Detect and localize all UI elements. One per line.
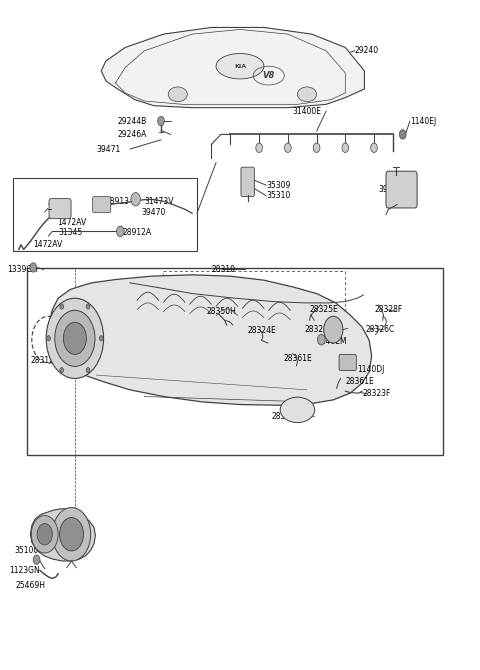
Circle shape	[52, 507, 91, 561]
Ellipse shape	[168, 87, 187, 102]
Circle shape	[46, 298, 104, 379]
Text: 29244B: 29244B	[118, 117, 147, 125]
Bar	[163, 271, 345, 338]
Text: 28910: 28910	[48, 204, 72, 212]
Text: 28324E: 28324E	[247, 326, 276, 336]
Circle shape	[324, 316, 343, 343]
Circle shape	[37, 523, 52, 545]
Text: 25469H: 25469H	[15, 581, 45, 590]
Text: 28323F: 28323F	[362, 389, 390, 399]
Text: 28326C: 28326C	[365, 325, 395, 334]
Circle shape	[30, 263, 36, 272]
Circle shape	[399, 130, 406, 139]
FancyBboxPatch shape	[93, 196, 111, 212]
Text: 31473V: 31473V	[144, 197, 174, 206]
Bar	[27, 268, 444, 456]
Ellipse shape	[280, 397, 315, 423]
FancyBboxPatch shape	[386, 172, 417, 208]
Circle shape	[60, 368, 64, 373]
Text: 28361E: 28361E	[345, 377, 374, 387]
Circle shape	[86, 368, 90, 373]
Circle shape	[47, 336, 50, 341]
Text: 28350H: 28350H	[206, 307, 236, 316]
Circle shape	[31, 515, 58, 553]
Text: 31345: 31345	[58, 228, 83, 237]
FancyBboxPatch shape	[241, 168, 254, 196]
Text: 28913: 28913	[106, 197, 130, 206]
Circle shape	[99, 336, 103, 341]
Polygon shape	[30, 509, 96, 561]
Text: 28327C: 28327C	[305, 325, 334, 334]
Text: 1140EJ: 1140EJ	[410, 117, 436, 125]
Text: 1339GA: 1339GA	[7, 265, 38, 274]
Text: 29240: 29240	[355, 46, 379, 56]
Ellipse shape	[298, 87, 317, 102]
Text: 31400E: 31400E	[293, 107, 322, 115]
Text: 35309: 35309	[266, 181, 291, 190]
Text: 39460V: 39460V	[379, 185, 408, 194]
Text: 1123GN: 1123GN	[9, 566, 40, 575]
Circle shape	[342, 143, 348, 153]
Text: 28912A: 28912A	[123, 228, 152, 237]
Circle shape	[313, 143, 320, 153]
Text: 1472AV: 1472AV	[57, 218, 86, 226]
Circle shape	[60, 517, 84, 551]
Circle shape	[63, 322, 86, 354]
Circle shape	[285, 143, 291, 153]
Text: 1140DJ: 1140DJ	[357, 365, 384, 375]
Circle shape	[33, 555, 40, 564]
Text: 28325E: 28325E	[310, 305, 338, 314]
Text: 28312F: 28312F	[30, 356, 59, 365]
Text: 35310: 35310	[266, 192, 290, 200]
Circle shape	[86, 304, 90, 309]
Text: 28328F: 28328F	[374, 305, 402, 314]
Circle shape	[117, 226, 124, 237]
Text: 39470: 39470	[142, 208, 166, 217]
Text: 39471: 39471	[96, 145, 120, 153]
Text: 28313B: 28313B	[271, 412, 300, 421]
Bar	[12, 178, 197, 251]
Circle shape	[157, 117, 164, 126]
Text: KIA: KIA	[234, 64, 246, 69]
Polygon shape	[48, 275, 372, 405]
Circle shape	[256, 143, 263, 153]
Circle shape	[131, 192, 141, 206]
Circle shape	[318, 334, 325, 345]
Text: 1472AV: 1472AV	[33, 241, 62, 249]
Circle shape	[60, 304, 64, 309]
Text: 29246A: 29246A	[118, 130, 147, 139]
Text: V8: V8	[263, 71, 275, 80]
FancyBboxPatch shape	[49, 198, 71, 218]
Text: 1140EM: 1140EM	[317, 337, 347, 346]
Circle shape	[55, 310, 95, 366]
Text: 35100E: 35100E	[14, 546, 43, 555]
Text: 28361E: 28361E	[283, 354, 312, 363]
Text: 28310: 28310	[211, 265, 235, 274]
Ellipse shape	[216, 54, 264, 79]
FancyBboxPatch shape	[339, 354, 356, 371]
Circle shape	[371, 143, 377, 153]
Polygon shape	[101, 27, 364, 108]
